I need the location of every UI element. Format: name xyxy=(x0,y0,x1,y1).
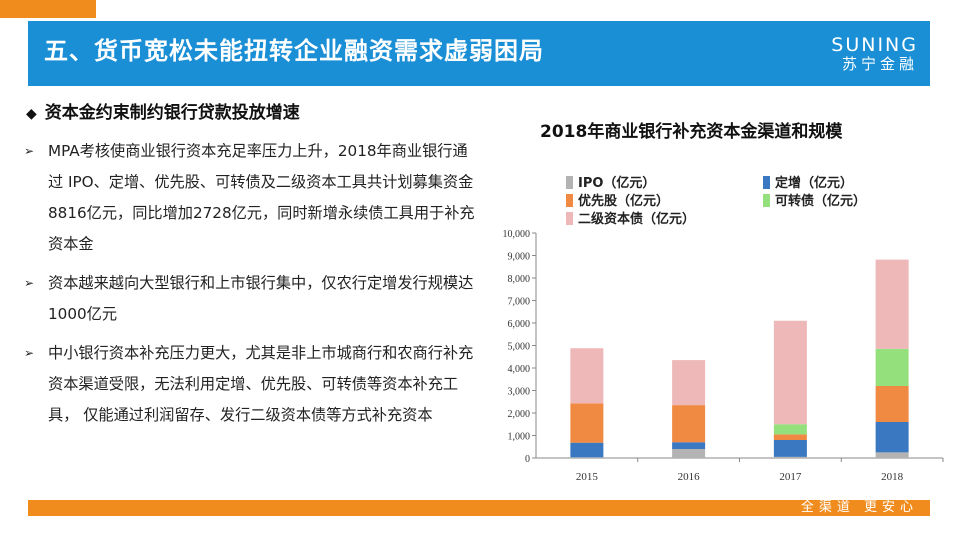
bullet-point: ➢ 资本越来越向大型银行和上市银行集中，仅农行定增发行规模达1000亿元 xyxy=(24,268,478,330)
y-tick-label: 4,000 xyxy=(508,364,531,375)
y-tick-label: 7,000 xyxy=(508,297,531,308)
bar-segment xyxy=(570,403,604,443)
bullet-list: ➢ MPA考核使商业银行资本充足率压力上升，2018年商业银行通过 IPO、定增… xyxy=(24,136,478,439)
x-tick-label: 2016 xyxy=(678,471,701,483)
bullet-text: 资本越来越向大型银行和上市银行集中，仅农行定增发行规模达1000亿元 xyxy=(48,274,474,323)
bar-segment xyxy=(773,440,807,457)
arrow-bullet-icon: ➢ xyxy=(24,346,35,360)
legend-swatch xyxy=(566,212,573,225)
legend-label: 可转债（亿元） xyxy=(775,193,866,209)
x-tick-label: 2017 xyxy=(779,471,802,483)
bar-segment xyxy=(875,452,909,458)
suning-logo: SUNING 苏宁金融 xyxy=(808,35,918,73)
bar-segment xyxy=(875,259,909,349)
x-tick-label: 2018 xyxy=(881,471,904,483)
arrow-bullet-icon: ➢ xyxy=(24,144,35,158)
section-heading: ◆ 资本金约束制约银行贷款投放增速 xyxy=(26,98,300,123)
bar-segment xyxy=(773,320,807,425)
bar-segment xyxy=(672,449,706,458)
y-tick-label: 10,000 xyxy=(503,229,531,240)
bullet-point: ➢ MPA考核使商业银行资本充足率压力上升，2018年商业银行通过 IPO、定增… xyxy=(24,136,478,260)
chart-title: 2018年商业银行补充资本金渠道和规模 xyxy=(540,122,843,142)
legend-label: IPO（亿元） xyxy=(578,175,655,191)
y-tick-label: 3,000 xyxy=(508,387,531,398)
legend-swatch xyxy=(763,194,770,207)
bar-segment xyxy=(875,386,909,422)
bar-segment xyxy=(570,457,604,458)
legend-label: 定增（亿元） xyxy=(774,175,853,191)
bullet-point: ➢ 中小银行资本补充压力更大，尤其是非上市城商行和农商行补充资本渠道受限，无法利… xyxy=(24,338,478,431)
bar-segment xyxy=(570,348,604,404)
legend-swatch xyxy=(763,176,770,189)
logo-text-cn: 苏宁金融 xyxy=(841,55,918,73)
y-tick-label: 8,000 xyxy=(508,274,531,285)
bullet-text: 中小银行资本补充压力更大，尤其是非上市城商行和农商行补充资本渠道受限，无法利用定… xyxy=(48,344,474,424)
bar-segment xyxy=(672,405,706,443)
bar-segment xyxy=(672,442,706,449)
bar-segment xyxy=(773,434,807,440)
bar-segment xyxy=(773,424,807,435)
footer-slogan: 全渠道 更安心 xyxy=(800,500,918,515)
footer-bar: 全渠道 更安心 xyxy=(28,500,930,516)
bullet-text: MPA考核使商业银行资本充足率压力上升，2018年商业银行通过 IPO、定增、优… xyxy=(48,142,475,253)
bar-segment xyxy=(570,442,604,458)
logo-text-en: SUNING xyxy=(831,34,918,56)
legend-label: 优先股（亿元） xyxy=(578,193,669,209)
y-tick-label: 2,000 xyxy=(508,409,531,420)
diamond-icon: ◆ xyxy=(26,106,37,122)
bar-segment xyxy=(875,422,909,453)
header-bar: 五、货币宽松未能扭转企业融资需求虚弱困局 SUNING 苏宁金融 xyxy=(28,18,930,86)
y-tick-label: 1,000 xyxy=(508,432,531,443)
slide-title: 五、货币宽松未能扭转企业融资需求虚弱困局 xyxy=(44,37,544,65)
legend-label: 二级资本债（亿元） xyxy=(578,211,695,227)
y-tick-label: 0 xyxy=(525,454,530,465)
bar-segment xyxy=(672,360,706,406)
y-tick-label: 9,000 xyxy=(508,252,531,263)
y-tick-label: 5,000 xyxy=(508,342,531,353)
x-tick-label: 2015 xyxy=(576,471,599,483)
legend-swatch xyxy=(566,194,573,207)
section-heading-text: 资本金约束制约银行贷款投放增速 xyxy=(44,103,300,123)
stacked-bar-chart: IPO（亿元） 定增（亿元） 优先股（亿元） 可转债（亿元） 二级资本债（亿元） 0 1,0… xyxy=(503,175,944,483)
bar-segment xyxy=(875,348,909,386)
arrow-bullet-icon: ➢ xyxy=(24,276,35,290)
corner-accent xyxy=(0,0,96,18)
y-tick-label: 6,000 xyxy=(508,319,531,330)
bar-segment xyxy=(773,456,807,458)
legend-swatch xyxy=(566,176,573,189)
